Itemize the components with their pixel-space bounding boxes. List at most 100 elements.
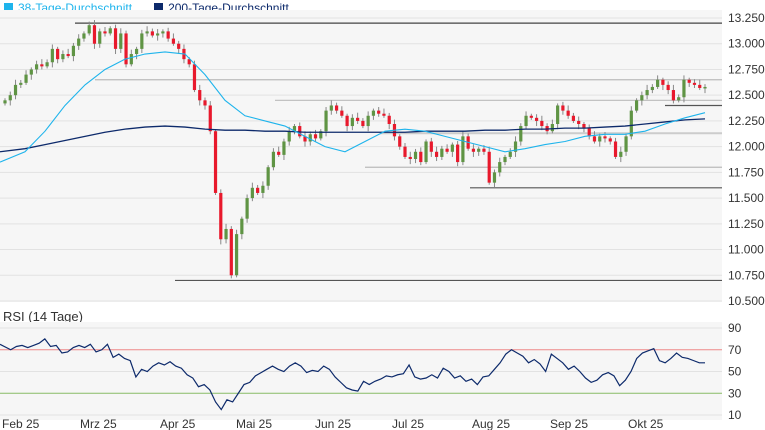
candle-body bbox=[24, 74, 28, 83]
candle-body bbox=[56, 48, 60, 60]
x-tick-label: Sep 25 bbox=[550, 417, 588, 430]
candle-body bbox=[287, 131, 291, 142]
candle-body bbox=[150, 31, 154, 36]
candle-body bbox=[608, 138, 612, 142]
candle-body bbox=[534, 117, 539, 121]
legend-swatch bbox=[4, 3, 13, 12]
candle-body bbox=[477, 148, 481, 152]
candle-body bbox=[456, 144, 460, 163]
candle-body bbox=[440, 148, 444, 157]
candle-body bbox=[250, 187, 254, 199]
candle-body bbox=[324, 110, 328, 132]
candle-body bbox=[540, 120, 544, 127]
candle-body bbox=[29, 69, 33, 75]
candle-body bbox=[492, 172, 497, 183]
candle-body bbox=[261, 185, 265, 193]
candle-body bbox=[640, 95, 644, 101]
candle-body bbox=[134, 48, 139, 55]
candle-body bbox=[624, 136, 628, 152]
candle-body bbox=[271, 151, 276, 168]
candle-body bbox=[171, 38, 176, 44]
candle-body bbox=[434, 151, 439, 157]
candle-body bbox=[603, 136, 607, 139]
candle-body bbox=[156, 33, 160, 36]
candle-body bbox=[103, 31, 107, 34]
candle-body bbox=[524, 115, 528, 127]
y-tick-label: 12.750 bbox=[728, 62, 765, 76]
candle-body bbox=[519, 126, 523, 142]
candle-body bbox=[77, 38, 81, 46]
candle-body bbox=[587, 128, 591, 137]
candle-body bbox=[361, 120, 365, 127]
candle-body bbox=[313, 134, 318, 139]
rsi-y-tick-label: 90 bbox=[728, 321, 742, 335]
candle-body bbox=[471, 148, 476, 152]
candle-body bbox=[40, 64, 44, 67]
candle-body bbox=[561, 105, 565, 111]
candle-body bbox=[450, 144, 454, 152]
candle-body bbox=[224, 228, 228, 240]
y-tick-label: 11.500 bbox=[728, 191, 764, 205]
candle-body bbox=[234, 234, 239, 276]
candle-body bbox=[113, 28, 118, 49]
candle-body bbox=[650, 86, 654, 91]
candle-body bbox=[698, 84, 702, 88]
candle-body bbox=[34, 64, 39, 70]
y-tick-label: 12.250 bbox=[728, 114, 765, 128]
rsi-y-tick-label: 30 bbox=[728, 386, 742, 400]
candle-body bbox=[303, 136, 307, 142]
candle-body bbox=[629, 110, 633, 137]
candle-body bbox=[566, 110, 570, 116]
candle-body bbox=[82, 33, 86, 39]
candle-body bbox=[656, 79, 660, 87]
candle-body bbox=[356, 117, 360, 121]
y-tick-label: 10.750 bbox=[728, 268, 765, 282]
x-tick-label: Feb 25 bbox=[2, 417, 40, 430]
candle-body bbox=[87, 25, 91, 34]
candle-body bbox=[703, 86, 707, 89]
x-tick-label: Mrz 25 bbox=[80, 417, 117, 430]
candle-body bbox=[282, 141, 286, 155]
candle-body bbox=[687, 79, 691, 83]
candle-body bbox=[256, 187, 260, 193]
candle-body bbox=[513, 141, 518, 152]
candle-body bbox=[577, 120, 581, 124]
y-tick-label: 11.250 bbox=[728, 217, 764, 231]
candle-body bbox=[198, 90, 202, 101]
candle-body bbox=[140, 33, 144, 49]
candle-body bbox=[682, 79, 686, 98]
candle-body bbox=[598, 136, 602, 142]
candle-body bbox=[124, 33, 128, 65]
candle-body bbox=[419, 151, 423, 163]
candle-body bbox=[424, 141, 428, 163]
candle-body bbox=[619, 151, 623, 157]
candle-body bbox=[219, 192, 223, 240]
rsi-y-tick-label: 70 bbox=[728, 343, 742, 357]
candle-body bbox=[408, 156, 412, 159]
candle-body bbox=[529, 115, 533, 118]
candle-body bbox=[71, 45, 76, 57]
candle-body bbox=[350, 117, 354, 127]
rsi-y-tick-label: 50 bbox=[728, 365, 742, 379]
candle-body bbox=[429, 141, 433, 152]
candle-body bbox=[129, 54, 133, 65]
candle-body bbox=[403, 146, 407, 157]
rsi-line bbox=[0, 338, 705, 411]
y-tick-label: 11.750 bbox=[728, 165, 764, 179]
legend-swatch bbox=[154, 3, 164, 12]
y-tick-label: 12.500 bbox=[728, 88, 765, 102]
candle-body bbox=[298, 126, 302, 137]
rsi-title: RSI (14 Tage) bbox=[3, 309, 83, 324]
candle-body bbox=[229, 228, 233, 276]
rsi-y-tick-label: 10 bbox=[728, 408, 742, 422]
ma38-line bbox=[0, 51, 706, 163]
candle-body bbox=[666, 84, 670, 91]
candle-body bbox=[692, 82, 697, 85]
candle-body bbox=[61, 54, 65, 60]
candle-body bbox=[508, 151, 512, 157]
x-tick-label: Aug 25 bbox=[472, 417, 510, 430]
candle-body bbox=[366, 115, 370, 127]
candle-body bbox=[340, 110, 344, 116]
